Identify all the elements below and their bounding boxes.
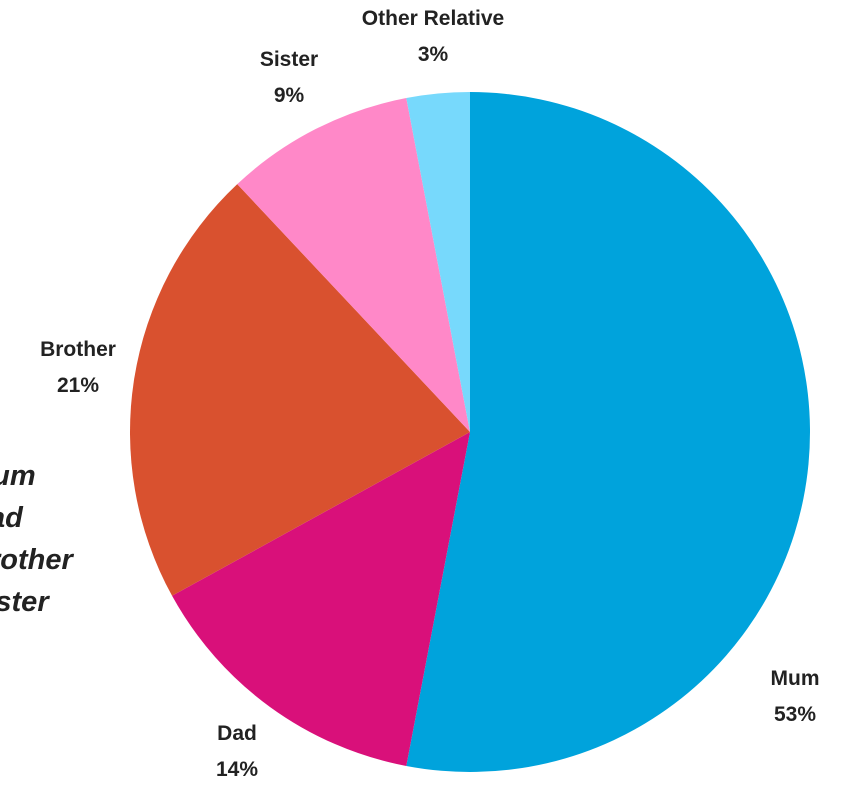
legend-entry: Brother bbox=[0, 544, 74, 576]
pie-slice bbox=[172, 432, 470, 766]
pie-slice bbox=[129, 184, 470, 596]
slice-value: 9% bbox=[274, 84, 305, 107]
pie-slice bbox=[406, 92, 810, 772]
slice-value: 14% bbox=[216, 758, 258, 781]
slice-label: Dad bbox=[217, 722, 257, 745]
slice-value: 53% bbox=[774, 703, 816, 726]
legend-entry: Dad bbox=[0, 502, 24, 534]
slice-label: Other Relative bbox=[362, 7, 504, 30]
slice-value: 3% bbox=[418, 43, 449, 66]
slice-label: Sister bbox=[260, 48, 318, 71]
pie-slice bbox=[237, 98, 470, 432]
pie-slice bbox=[406, 92, 470, 432]
legend-entry: Mum bbox=[0, 460, 36, 492]
legend-entry: Sister bbox=[0, 586, 50, 618]
slice-label: Mum bbox=[771, 667, 820, 690]
slice-label: Brother bbox=[40, 338, 116, 361]
slice-value: 21% bbox=[57, 374, 99, 397]
